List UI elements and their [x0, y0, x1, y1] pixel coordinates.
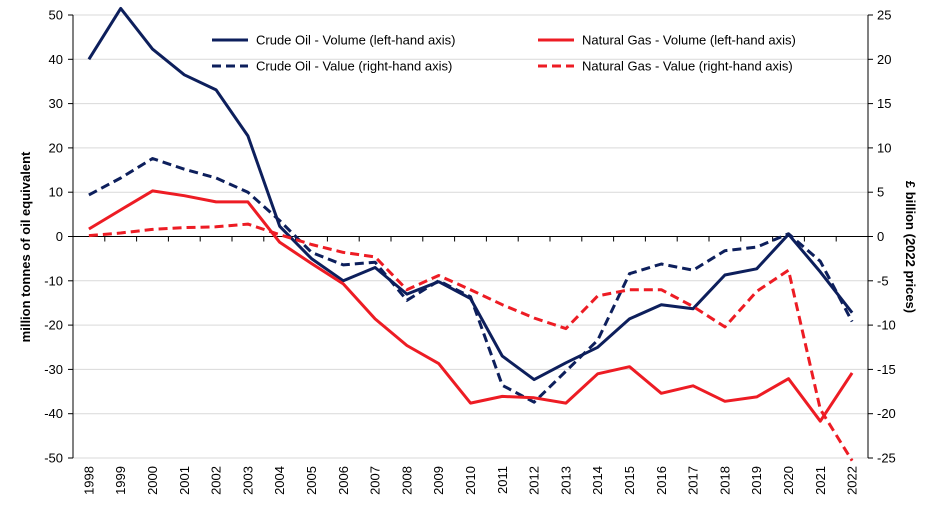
- x-tick-label: 2007: [368, 466, 383, 495]
- x-tick-label: 2018: [717, 466, 732, 495]
- left-tick-label: -40: [44, 406, 63, 421]
- right-tick-label: -5: [877, 273, 889, 288]
- right-tick-label: 5: [877, 185, 884, 200]
- x-tick-label: 2019: [749, 466, 764, 495]
- legend-label: Natural Gas - Volume (left-hand axis): [582, 33, 796, 48]
- series-line: [88, 189, 854, 423]
- left-tick-label: 0: [56, 229, 63, 244]
- x-tick-label: 2003: [240, 466, 255, 495]
- x-tick-label: 2014: [590, 466, 605, 495]
- right-y-axis: -25 -20 -15 -10 -5 0 5 10 15 20 25: [867, 8, 896, 466]
- x-tick-label: 2009: [431, 466, 446, 495]
- left-tick-label: -20: [44, 318, 63, 333]
- x-tick-label: 2013: [558, 466, 573, 495]
- right-tick-label: -10: [877, 318, 896, 333]
- x-tick-label: 2015: [622, 466, 637, 495]
- x-tick-label: 2002: [209, 466, 224, 495]
- left-tick-label: -50: [44, 451, 63, 466]
- left-tick-label: 50: [49, 8, 63, 23]
- series-line: [88, 222, 854, 462]
- x-tick-label: 2021: [813, 466, 828, 495]
- gridlines: [73, 14, 868, 459]
- right-tick-label: -20: [877, 406, 896, 421]
- x-tick-label: 1999: [113, 466, 128, 495]
- x-axis-zero-line: [72, 236, 869, 242]
- right-tick-label: -25: [877, 451, 896, 466]
- x-tick-label: 2000: [145, 466, 160, 495]
- x-tick-label: 1998: [81, 466, 96, 495]
- series-line: [88, 157, 854, 404]
- right-axis-title: £ billion (2022 prices): [903, 181, 918, 313]
- left-tick-label: 30: [49, 96, 63, 111]
- x-tick-label: 2010: [463, 466, 478, 495]
- x-tick-label: 2006: [336, 466, 351, 495]
- x-tick-label: 2011: [495, 466, 510, 494]
- legend-label: Crude Oil - Volume (left-hand axis): [256, 33, 455, 48]
- legend-label: Natural Gas - Value (right-hand axis): [582, 59, 793, 74]
- x-tick-label: 2001: [177, 466, 192, 495]
- left-axis-title: million tonnes of oil equivalent: [18, 151, 33, 342]
- left-tick-label: -30: [44, 362, 63, 377]
- right-tick-label: -15: [877, 362, 896, 377]
- legend-label: Crude Oil - Value (right-hand axis): [256, 59, 452, 74]
- x-tick-label: 2016: [654, 466, 669, 495]
- right-tick-label: 15: [877, 96, 891, 111]
- series-lines: [87, 6, 854, 462]
- right-tick-label: 25: [877, 8, 891, 23]
- x-tick-label: 2020: [781, 466, 796, 495]
- legend: Crude Oil - Volume (left-hand axis) Crude…: [212, 33, 796, 74]
- left-tick-label: 40: [49, 52, 63, 67]
- right-tick-label: 0: [877, 229, 884, 244]
- x-tick-label: 2008: [399, 466, 414, 495]
- x-tick-label: 2012: [527, 466, 542, 495]
- left-tick-label: -10: [44, 273, 63, 288]
- x-tick-label: 2017: [686, 466, 701, 495]
- x-axis: 1998 1999 2000 2001 2002 2003 2004 2005 2006 2007…: [81, 466, 859, 495]
- x-tick-label: 2022: [845, 466, 860, 495]
- right-tick-label: 20: [877, 52, 891, 67]
- x-tick-label: 2005: [304, 466, 319, 495]
- left-tick-label: 20: [49, 140, 63, 155]
- left-tick-label: 10: [49, 185, 63, 200]
- right-tick-label: 10: [877, 140, 891, 155]
- left-y-axis: -50 -40 -30 -20 -10 0 10 20 30 40 50: [44, 8, 74, 466]
- x-tick-label: 2004: [272, 466, 287, 495]
